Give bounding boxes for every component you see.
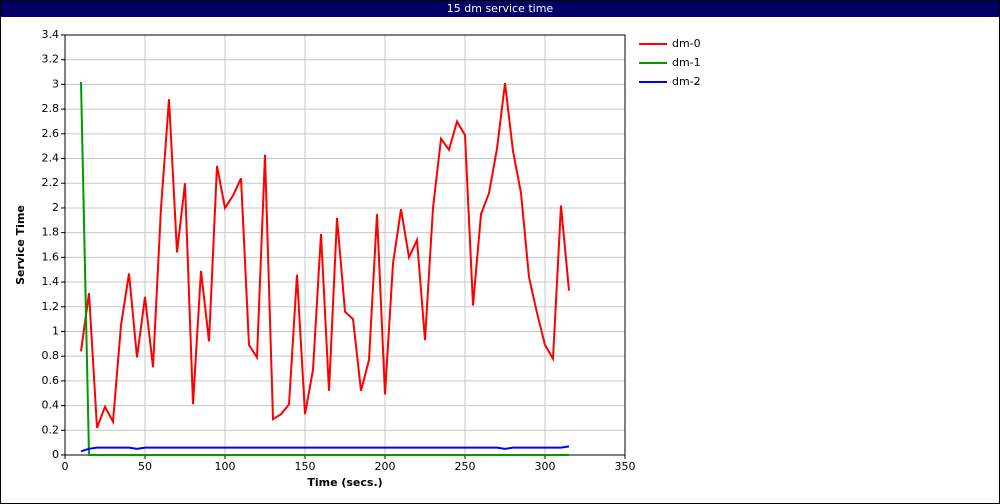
y-tick-label: 2.2	[42, 176, 60, 189]
series-line	[80, 445, 570, 453]
x-tick-label: 300	[535, 460, 556, 473]
y-axis-label: Service Time	[14, 205, 27, 285]
x-tick-label: 150	[295, 460, 316, 473]
title-bar: 15 dm service time	[1, 1, 999, 17]
y-tick-label: 1.6	[42, 250, 60, 263]
y-tick-label: 3.2	[42, 53, 60, 66]
y-tick-label: 0.8	[42, 349, 60, 362]
x-axis-label: Time (secs.)	[307, 476, 382, 489]
plot-area	[65, 35, 625, 455]
y-tick-label: 0.6	[42, 374, 60, 387]
chart: Service Time Time (secs.) 0 0.2 0.4 0.6 0.8 1…	[14, 28, 701, 489]
legend-label: dm-1	[672, 56, 701, 69]
legend-label: dm-2	[672, 75, 701, 88]
x-tick-label: 50	[138, 460, 152, 473]
y-tick-label: 1.2	[42, 300, 60, 313]
y-tick-label: 0.2	[42, 423, 60, 436]
series-line	[80, 83, 570, 429]
legend-label: dm-0	[672, 37, 701, 50]
y-tick-label: 2.8	[42, 102, 60, 115]
y-tick-label: 2.4	[42, 152, 60, 165]
x-tick-label: 200	[375, 460, 396, 473]
y-tick-label: 0	[52, 448, 59, 461]
x-tick-label: 0	[62, 460, 69, 473]
y-tick-label: 2.6	[42, 127, 60, 140]
y-tick-label: 3	[52, 77, 59, 90]
y-tick-label: 1.4	[42, 275, 60, 288]
y-tick-label: 3.4	[42, 28, 60, 41]
x-tick-label: 250	[455, 460, 476, 473]
y-tick-label: 1.8	[42, 226, 60, 239]
x-tick-label: 100	[215, 460, 236, 473]
x-tick-label: 350	[615, 460, 636, 473]
y-tick-label: 2	[52, 201, 59, 214]
y-tick-label: 0.4	[42, 399, 60, 412]
series-line	[80, 81, 569, 456]
y-tick-label: 1	[52, 324, 59, 337]
